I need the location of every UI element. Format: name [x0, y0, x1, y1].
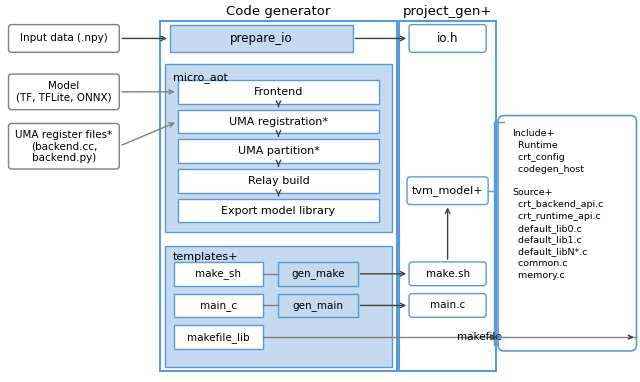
Text: Code generator: Code generator: [227, 5, 331, 18]
Text: Relay build: Relay build: [248, 176, 309, 186]
Text: Frontend: Frontend: [254, 87, 303, 97]
FancyBboxPatch shape: [8, 74, 119, 110]
FancyBboxPatch shape: [409, 24, 486, 52]
FancyBboxPatch shape: [8, 123, 119, 169]
Text: make_sh: make_sh: [195, 268, 241, 279]
Text: main.c: main.c: [430, 301, 465, 311]
Bar: [173, 262, 262, 286]
FancyBboxPatch shape: [498, 116, 637, 351]
Text: micro_aot: micro_aot: [173, 72, 228, 83]
Text: project_gen+: project_gen+: [403, 5, 492, 18]
Bar: [178, 169, 380, 193]
Bar: [160, 21, 397, 371]
Bar: [278, 294, 358, 317]
Text: UMA registration*: UMA registration*: [229, 117, 328, 126]
Text: io.h: io.h: [437, 32, 458, 45]
Bar: [178, 199, 380, 222]
Text: gen_make: gen_make: [291, 268, 345, 279]
Text: Input data (.npy): Input data (.npy): [20, 34, 108, 44]
Bar: [173, 294, 262, 317]
Bar: [278, 262, 358, 286]
Text: makefile_lib: makefile_lib: [187, 332, 250, 343]
FancyBboxPatch shape: [407, 177, 488, 205]
Bar: [178, 110, 380, 133]
FancyBboxPatch shape: [409, 294, 486, 317]
Text: make.sh: make.sh: [426, 269, 470, 279]
Bar: [178, 80, 380, 104]
Text: gen_main: gen_main: [292, 300, 344, 311]
Text: Export model library: Export model library: [221, 206, 335, 215]
Text: prepare_io: prepare_io: [230, 32, 292, 45]
Bar: [173, 325, 262, 349]
Bar: [170, 24, 353, 52]
Text: Model
(TF, TFLite, ONNX): Model (TF, TFLite, ONNX): [16, 81, 112, 103]
Text: UMA register files*
(backend.cc,
backend.py): UMA register files* (backend.cc, backend…: [15, 129, 113, 163]
Text: Include+
  Runtime
  crt_config
  codegen_host

Source+
  crt_backend_api.c
  cr: Include+ Runtime crt_config codegen_host…: [512, 129, 604, 280]
Text: makefile: makefile: [457, 332, 502, 342]
Text: templates+: templates+: [173, 252, 238, 262]
Text: main_c: main_c: [200, 300, 237, 311]
FancyBboxPatch shape: [8, 24, 119, 52]
Bar: [164, 246, 392, 367]
Bar: [399, 21, 496, 371]
Bar: [164, 64, 392, 232]
Text: tvm_model+: tvm_model+: [412, 185, 483, 196]
FancyBboxPatch shape: [409, 262, 486, 286]
Text: UMA partition*: UMA partition*: [237, 146, 319, 156]
Bar: [178, 139, 380, 163]
